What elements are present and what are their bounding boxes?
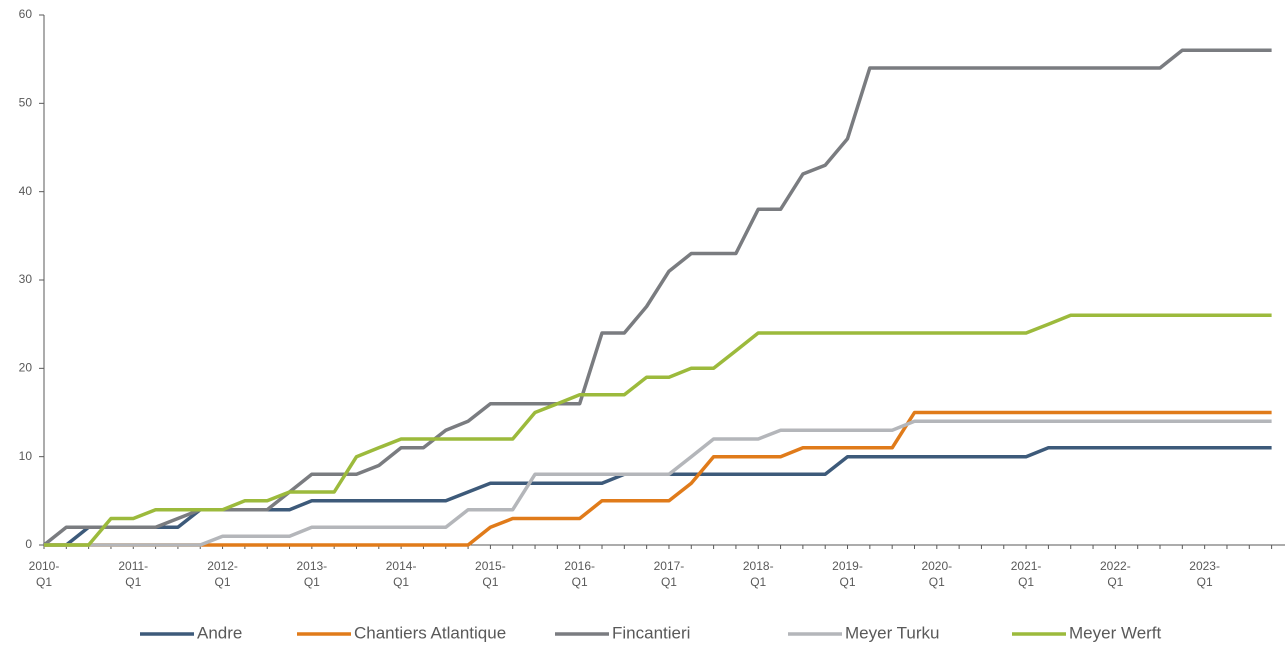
y-tick-label: 30 bbox=[19, 272, 33, 286]
x-tick-label: 2020- Q1 bbox=[921, 559, 953, 589]
x-tick-label: 2010- Q1 bbox=[28, 559, 60, 589]
y-tick-label: 50 bbox=[19, 96, 33, 110]
y-tick-label: 40 bbox=[19, 184, 33, 198]
x-tick-label: 2017- Q1 bbox=[653, 559, 685, 589]
x-tick-label: 2011- Q1 bbox=[118, 559, 149, 589]
series-line bbox=[44, 313, 1272, 547]
legend-label: Andre bbox=[197, 623, 242, 642]
y-tick-label: 10 bbox=[19, 449, 33, 463]
x-tick-label: 2023- Q1 bbox=[1189, 559, 1220, 589]
x-tick-label: 2012- Q1 bbox=[207, 559, 238, 589]
x-tick-label: 2018- Q1 bbox=[742, 559, 774, 589]
series-line bbox=[44, 419, 1272, 547]
x-tick-label: 2014- Q1 bbox=[385, 559, 417, 589]
legend-label: Meyer Werft bbox=[1069, 623, 1162, 642]
series-line bbox=[44, 410, 1272, 547]
legend-label: Chantiers Atlantique bbox=[354, 623, 506, 642]
y-tick-label: 0 bbox=[25, 537, 32, 551]
x-tick-label: 2022- Q1 bbox=[1100, 559, 1131, 589]
series-line bbox=[42, 48, 1272, 547]
x-tick-label: 2019- Q1 bbox=[832, 559, 863, 589]
y-tick-label: 60 bbox=[19, 7, 33, 21]
x-tick-label: 2021- Q1 bbox=[1010, 559, 1042, 589]
legend-label: Fincantieri bbox=[612, 623, 690, 642]
y-tick-label: 20 bbox=[19, 361, 33, 375]
legend-label: Meyer Turku bbox=[845, 623, 939, 642]
x-tick-label: 2016- Q1 bbox=[564, 559, 596, 589]
series-line bbox=[44, 446, 1272, 547]
x-tick-label: 2013- Q1 bbox=[296, 559, 328, 589]
x-tick-label: 2015- Q1 bbox=[475, 559, 506, 589]
